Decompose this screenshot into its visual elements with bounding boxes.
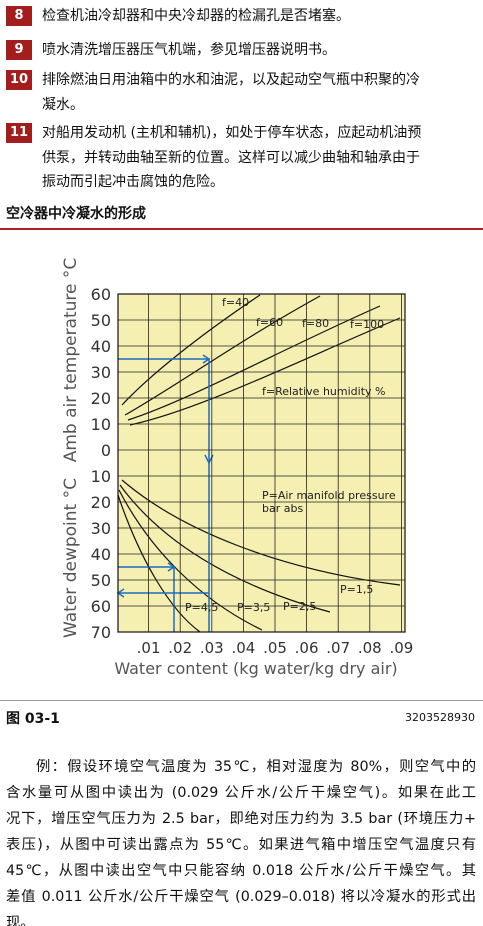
x-tick-label: .02 (168, 639, 192, 657)
curve-note: f=Relative humidity % (262, 385, 385, 398)
item-text: 排除燃油日用油箱中的水和油泥，以及起动空气瓶中积聚的冷 (42, 72, 420, 88)
y-tick-label: 30 (91, 363, 111, 382)
curve-label: f=100 (350, 318, 384, 331)
curve (117, 494, 201, 633)
item-text: 供泵，并转动曲轴至新的位置。这样可以减少曲轴和轴承由于 (42, 149, 420, 166)
curve (129, 317, 401, 426)
caption-rule (0, 700, 483, 701)
x-tick-label: .09 (389, 639, 413, 657)
plot-frame (117, 293, 406, 633)
y-tick-label: 40 (91, 545, 111, 564)
axis-title: Amb air temperature °C (61, 258, 81, 463)
figure-code: 3203528930 (405, 711, 475, 724)
y-tick-label: 10 (91, 467, 111, 486)
paragraph-line: 现。 (6, 915, 35, 926)
paragraph-line: 差值 0.011 公斤水/公斤干燥空气 (0.029–0.018) 将以冷凝水的… (6, 889, 476, 905)
curve-note: bar abs (262, 502, 303, 515)
x-tick-label: .07 (326, 639, 350, 657)
curve (118, 489, 263, 631)
curve-label: P=1,5 (340, 583, 373, 596)
item-number: 8 (6, 6, 32, 26)
y-tick-label: 60 (91, 597, 111, 616)
y-tick-label: 20 (91, 389, 111, 408)
curve-label: f=40 (222, 296, 249, 309)
y-tick-label: 50 (91, 571, 111, 590)
y-tick-label: 60 (91, 285, 111, 304)
paragraph-line: 况下，增压空气压力为 2.5 bar，即绝对压力约为 3.5 bar (环境压力… (6, 811, 476, 827)
y-tick-label: 30 (91, 519, 111, 538)
paragraph-line: 表压)，从图中可读出露点为 55℃。如果进气箱中增压空气温度只有 (6, 837, 476, 853)
x-tick-label: .05 (263, 639, 287, 657)
plot-background (118, 294, 405, 632)
curve-label: P=2,5 (283, 600, 316, 613)
section-title: 空冷器中冷凝水的形成 (6, 206, 146, 222)
curve-label: P=4,5 (185, 601, 218, 614)
item-text: 对船用发动机 (主机和辅机)，如处于停车状态，应起动机油预 (42, 125, 422, 141)
curve (119, 484, 331, 613)
y-tick-label: 50 (91, 311, 111, 330)
item-number: 11 (6, 123, 32, 143)
curve-label: f=80 (302, 317, 329, 330)
figure: 60 50 40 30 20 10 0 10 20 30 40 50 60 70 .01 .02 .03 .04.… (61, 258, 413, 678)
arrow-heads (116, 354, 214, 598)
section-rule (0, 228, 483, 230)
y-tick-label: 40 (91, 337, 111, 356)
item-text: 检查机油冷却器和中央冷却器的检漏孔是否堵塞。 (42, 8, 350, 24)
item-text: 凝水。 (42, 96, 84, 113)
axis-title: Water dewpoint °C (61, 478, 81, 638)
y-tick-label: 70 (91, 623, 111, 642)
paragraph-line: 例：假设环境空气温度为 35℃，相对湿度为 80%，则空气中的 (36, 759, 476, 775)
curve-note: P=Air manifold pressure (262, 489, 396, 502)
axis-title: Water content (kg water/kg dry air) (114, 659, 397, 678)
curve (121, 294, 261, 406)
item-number: 10 (6, 70, 32, 90)
y-tick-label: 10 (91, 415, 111, 434)
y-tick-label: 0 (101, 441, 111, 460)
curve-label: f=60 (256, 316, 283, 329)
item-number: 9 (6, 40, 32, 60)
x-tick-label: .06 (295, 639, 319, 657)
x-tick-label: .08 (358, 639, 382, 657)
paragraph-line: 45℃，从图中读出空气中只能容纳 0.018 公斤水/公斤干燥空气。其 (6, 863, 476, 879)
y-tick-label: 20 (91, 493, 111, 512)
curve-label: P=3,5 (237, 601, 270, 614)
figure-label: 图 03-1 (6, 711, 60, 727)
x-tick-label: .03 (200, 639, 224, 657)
item-text: 喷水清洗增压器压气机端，参见增压器说明书。 (42, 42, 336, 58)
curve (121, 479, 401, 586)
paragraph-line: 含水量可从图中读出为 (0.029 公斤水/公斤干燥空气)。如果在此工 (6, 785, 476, 801)
item-text: 振动而引起冲击腐蚀的危险。 (42, 174, 224, 190)
x-tick-label: .01 (137, 639, 161, 657)
x-tick-label: .04 (231, 639, 255, 657)
